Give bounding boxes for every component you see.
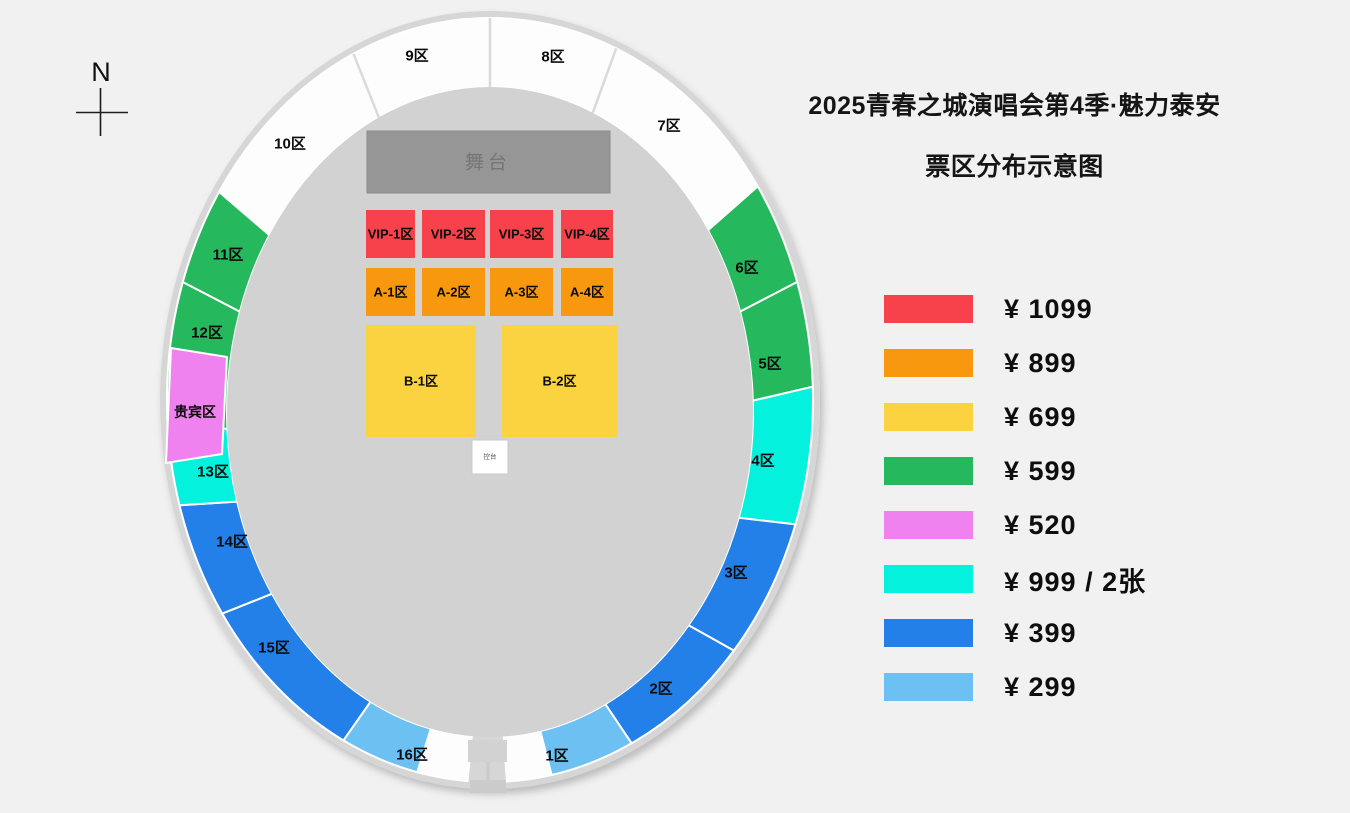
section-label-3: 3区 <box>724 565 747 582</box>
floor-block-label-a-2: A-2区 <box>437 285 471 300</box>
legend-swatch-green <box>884 457 973 485</box>
legend-swatch-lightblue <box>884 673 973 701</box>
legend-swatch-cyan <box>884 565 973 593</box>
legend-price-label: ¥ 1099 <box>1004 293 1093 324</box>
floor-block-a-1 <box>366 268 415 316</box>
stage-label: 舞台 <box>465 152 511 174</box>
legend-price-label: ¥ 899 <box>1004 347 1077 378</box>
stage <box>366 130 611 194</box>
floor-block-b-2 <box>502 325 617 437</box>
legend-item-1: ¥ 899 <box>884 347 1146 378</box>
legend-swatch-blue <box>884 619 973 647</box>
legend-item-4: ¥ 520 <box>884 509 1146 540</box>
floor-block-b-1 <box>366 325 476 437</box>
white-section-divider <box>352 53 381 118</box>
floor-block-label-vip-4: VIP-4区 <box>564 227 610 242</box>
floor-block-vip-3 <box>490 210 553 258</box>
section-label-11: 11区 <box>213 247 244 264</box>
floor-block-vip-2 <box>422 210 485 258</box>
legend-price-label: ¥ 520 <box>1004 509 1077 540</box>
section-label-2: 2区 <box>649 681 672 698</box>
legend-item-5: ¥ 999 / 2张 <box>884 565 1146 597</box>
compass: N <box>76 57 128 136</box>
legend-swatch-red <box>884 295 973 323</box>
section-label-12: 12区 <box>191 325 223 342</box>
floor-block-label-vip-2: VIP-2区 <box>431 227 477 242</box>
title-block: 2025青春之城演唱会第4季·魅力泰安 票区分布示意图 <box>742 86 1287 183</box>
vip-guest-area <box>164 346 229 465</box>
floor-block-vip-4 <box>561 210 613 258</box>
floor-block-vip-1 <box>366 210 415 258</box>
floor-block-a-2 <box>422 268 485 316</box>
section-label-6: 6区 <box>735 260 758 277</box>
legend-price-label: ¥ 999 / 2张 <box>1004 566 1147 597</box>
section-label-14: 14区 <box>216 534 248 551</box>
section-label-9: 9区 <box>405 48 428 65</box>
legend-price-label: ¥ 299 <box>1004 671 1077 702</box>
section-label-10: 10区 <box>274 136 306 153</box>
floor-block-a-3 <box>490 268 553 316</box>
section-label-13: 13区 <box>197 464 229 481</box>
legend-price-label: ¥ 699 <box>1004 401 1077 432</box>
entrance-block-inner <box>468 740 507 762</box>
section-label-1: 1区 <box>545 748 568 765</box>
entrance-tab <box>470 780 506 793</box>
legend-item-2: ¥ 699 <box>884 401 1146 432</box>
floor-block-label-b-1: B-1区 <box>404 374 438 389</box>
floor-block-label-b-2: B-2区 <box>543 374 577 389</box>
price-legend: ¥ 1099 ¥ 899 ¥ 699 ¥ 599 ¥ 520 ¥ 999 / 2张 ¥ 39… <box>884 293 1146 727</box>
floor-block-label-vip-1: VIP-1区 <box>368 227 414 242</box>
section-label-8: 8区 <box>541 49 564 66</box>
floor-block-label-vip-3: VIP-3区 <box>499 227 545 242</box>
legend-swatch-yellow <box>884 403 973 431</box>
section-label-4: 4区 <box>751 453 774 470</box>
compass-n-label: N <box>91 57 111 87</box>
section-label-5: 5区 <box>758 356 781 373</box>
console-box <box>471 439 509 475</box>
legend-price-label: ¥ 399 <box>1004 617 1077 648</box>
legend-item-3: ¥ 599 <box>884 455 1146 486</box>
legend-swatch-orange <box>884 349 973 377</box>
section-label-7: 7区 <box>657 118 680 135</box>
console-label: 控台 <box>484 452 497 461</box>
floor-block-label-a-3: A-3区 <box>505 285 539 300</box>
section-label-15: 15区 <box>258 640 290 657</box>
floor-block-label-a-4: A-4区 <box>570 285 604 300</box>
legend-price-label: ¥ 599 <box>1004 455 1077 486</box>
page-subtitle: 票区分布示意图 <box>925 153 1104 181</box>
vip-guest-area-label: 贵宾区 <box>174 404 216 420</box>
page-title: 2025青春之城演唱会第4季·魅力泰安 <box>808 92 1221 120</box>
white-section-divider <box>591 47 618 114</box>
floor-block-label-a-1: A-1区 <box>374 285 408 300</box>
legend-swatch-pink <box>884 511 973 539</box>
section-label-16: 16区 <box>396 747 428 764</box>
legend-item-0: ¥ 1099 <box>884 293 1146 324</box>
field <box>227 87 753 737</box>
legend-item-7: ¥ 299 <box>884 671 1146 702</box>
legend-item-6: ¥ 399 <box>884 617 1146 648</box>
floor-block-a-4 <box>561 268 613 316</box>
